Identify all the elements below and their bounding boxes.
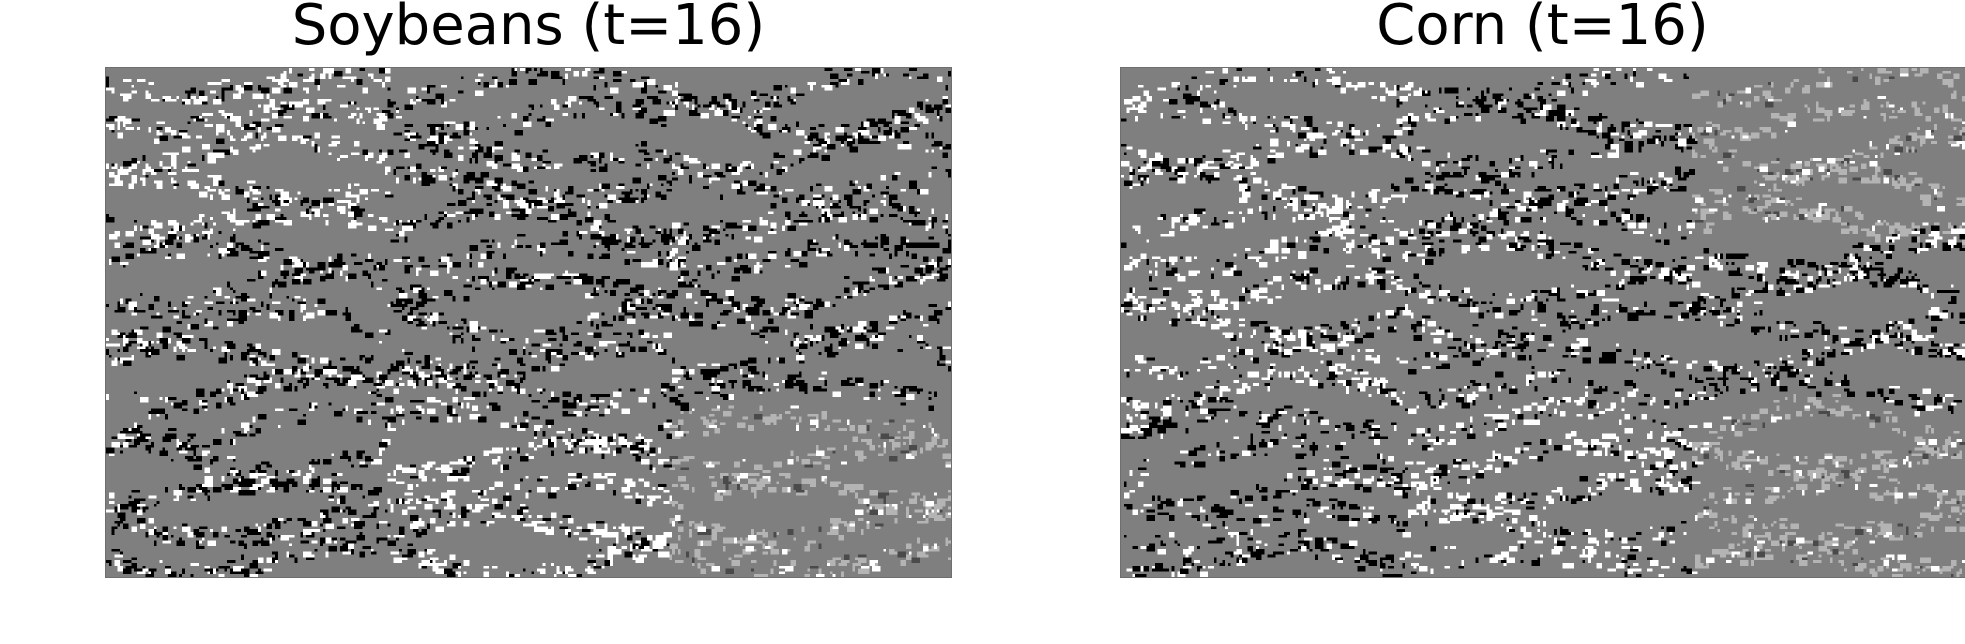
corn-map-image: [1120, 67, 1965, 578]
panel-title-soybeans: Soybeans (t=16): [291, 0, 766, 58]
panel-title-corn: Corn (t=16): [1376, 0, 1709, 58]
soybeans-map-image: [105, 67, 952, 578]
corn-map-canvas: [1121, 68, 1965, 577]
soybeans-map-canvas: [106, 68, 951, 577]
